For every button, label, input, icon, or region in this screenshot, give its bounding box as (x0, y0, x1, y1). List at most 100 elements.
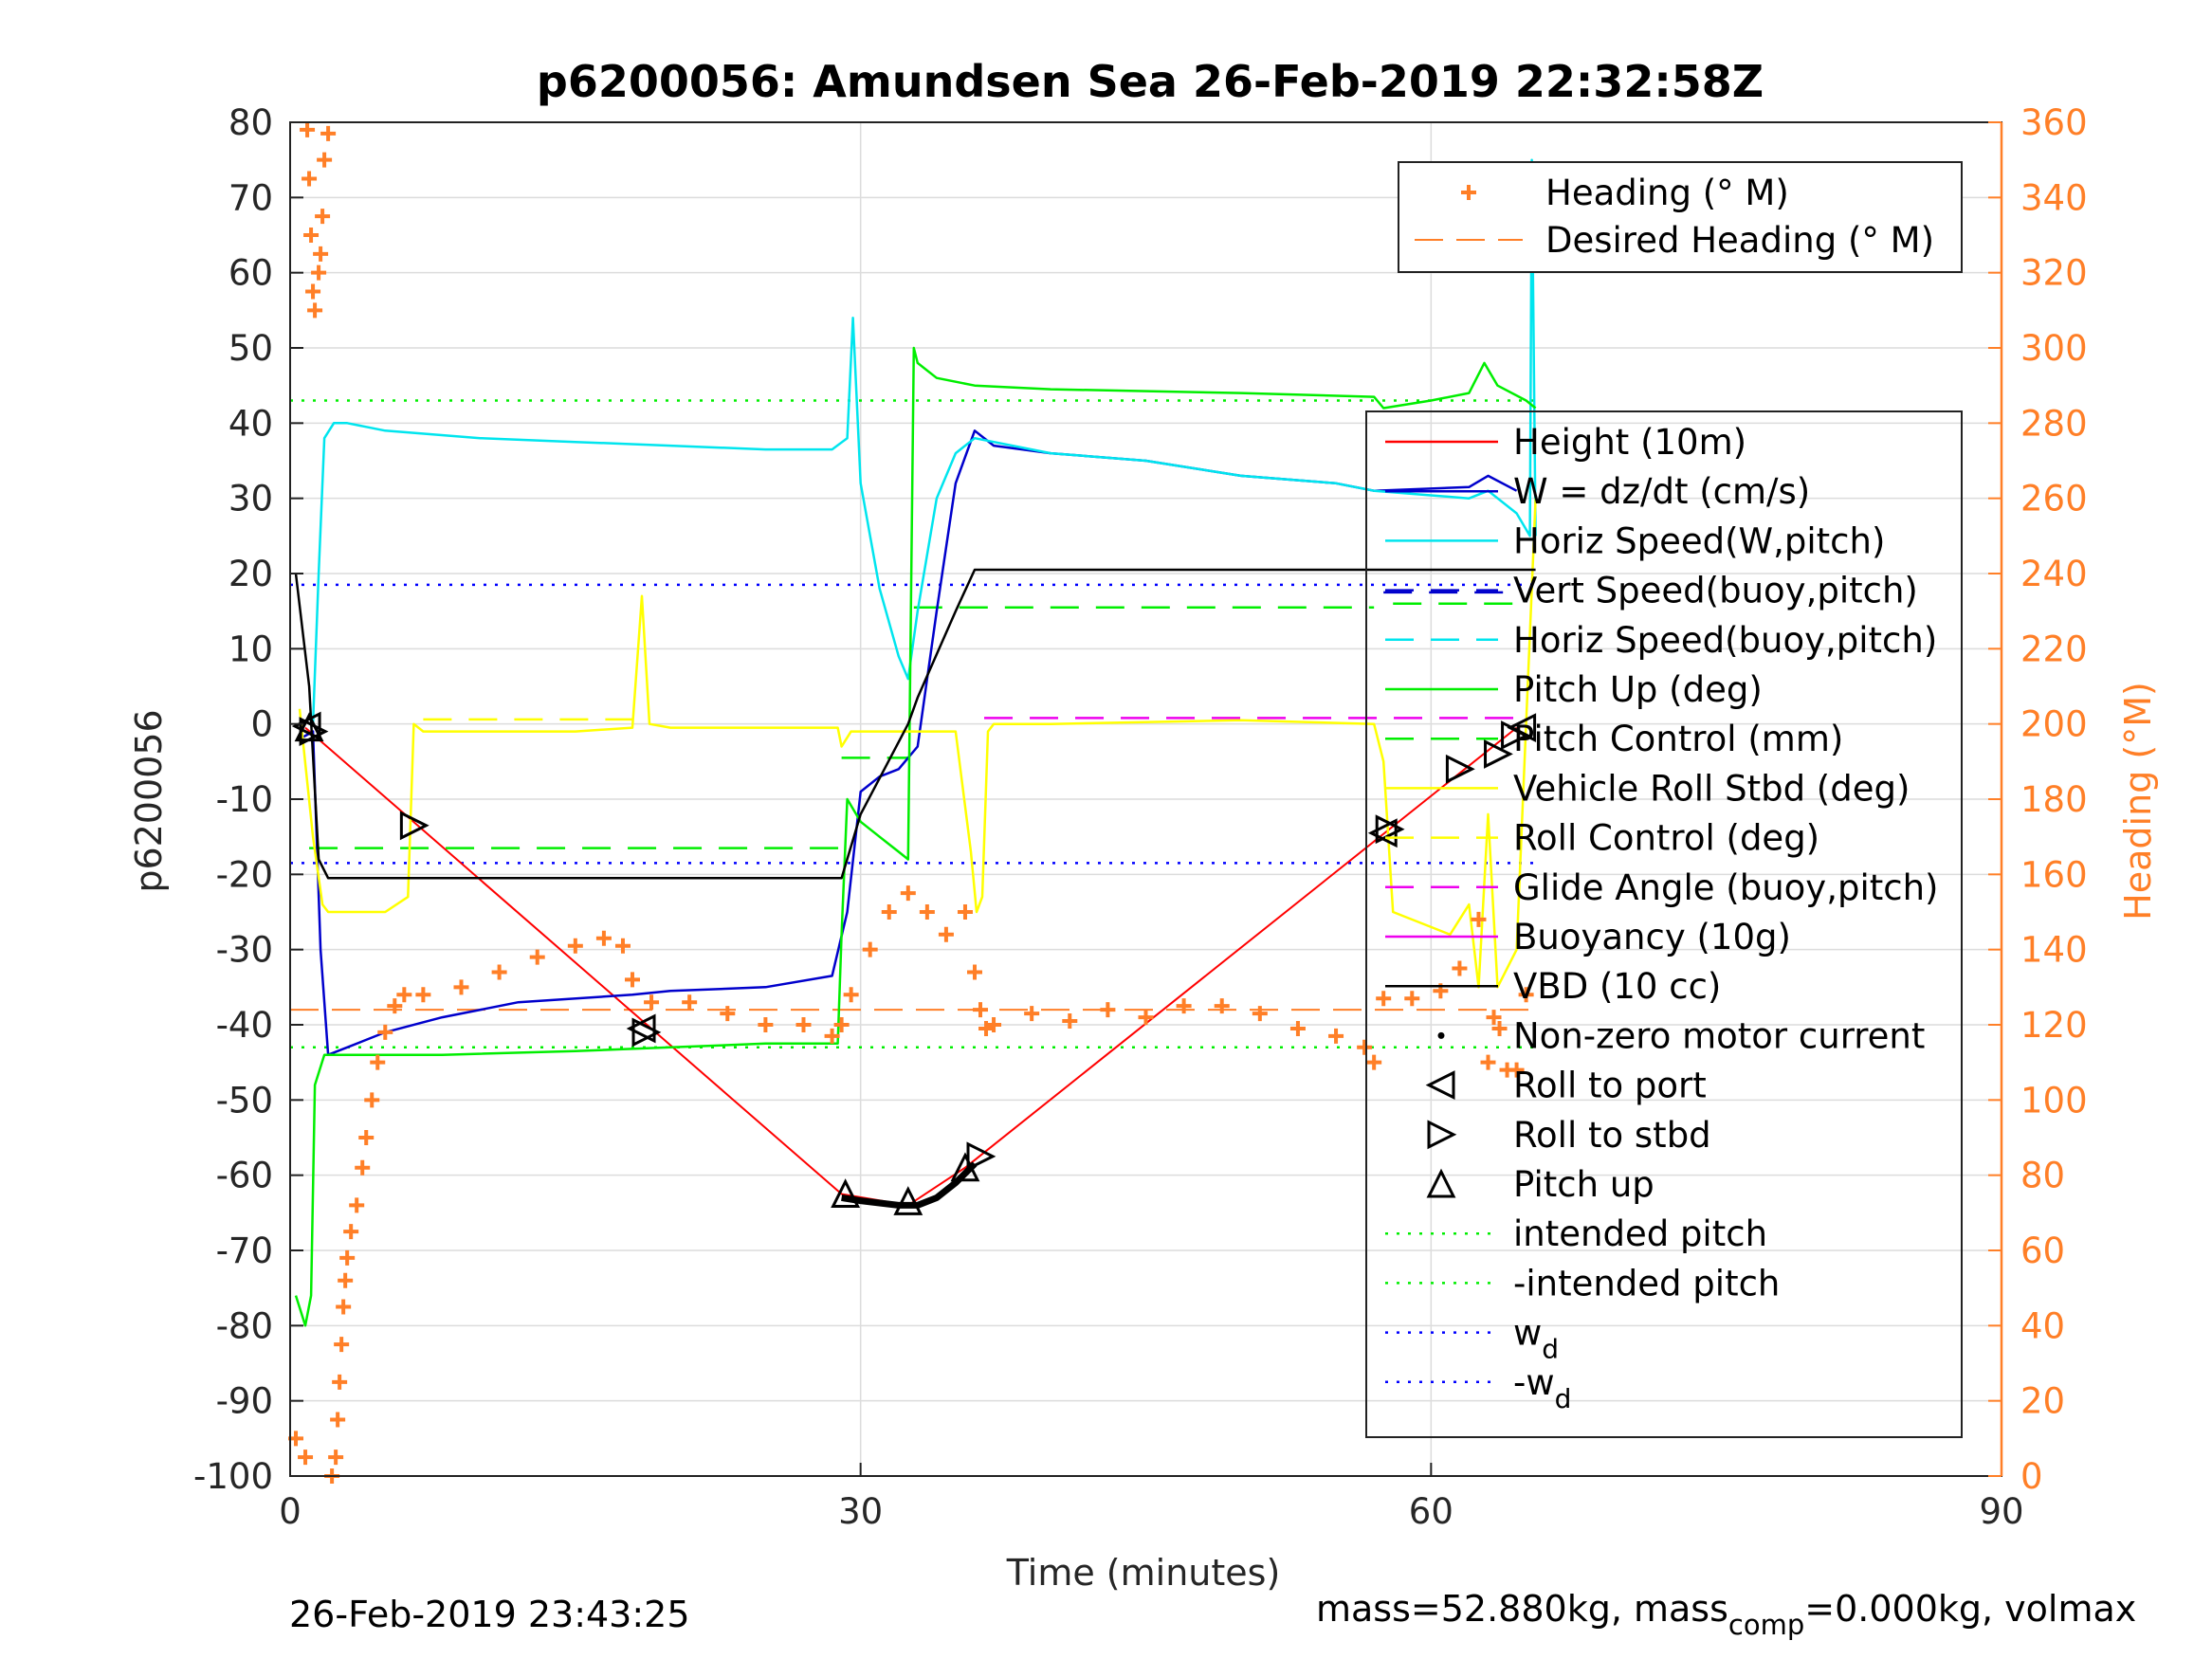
y-tick-label: 10 (229, 629, 273, 669)
heading-point (1471, 911, 1487, 927)
heading-point (881, 904, 897, 920)
heading-point (336, 1299, 352, 1315)
horiz_speed-line (311, 158, 1537, 724)
heading-point (298, 1449, 314, 1466)
heading-point (343, 1224, 359, 1240)
y2-tick-label: 80 (2020, 1156, 2065, 1196)
heading-point (567, 938, 583, 954)
chart-title: p6200056: Amundsen Sea 26-Feb-2019 22:32… (537, 56, 1764, 107)
heading-point (317, 152, 333, 168)
heading-point (758, 1017, 774, 1032)
roll-to-stbd-marker (966, 1141, 996, 1172)
heading-point (302, 171, 318, 187)
heading-point (307, 302, 323, 319)
y-tick-label: -30 (216, 930, 273, 971)
y2-tick-label: 280 (2020, 403, 2088, 444)
legend-label: W = dz/dt (cm/s) (1513, 471, 1810, 512)
y2-tick-label: 340 (2020, 177, 2088, 218)
legend-label: Roll to port (1513, 1066, 1707, 1106)
heading-point (529, 949, 545, 965)
y-tick-label: -50 (216, 1080, 273, 1121)
y2-tick-label: 360 (2020, 102, 2088, 143)
y2-axis-label: Heading (°M) (2117, 682, 2159, 921)
y-tick-label: -10 (216, 779, 273, 820)
pitch-up-marker (893, 1186, 923, 1215)
legend-label: Horiz Speed(buoy,pitch) (1513, 620, 1937, 661)
y2-tick-label: 120 (2020, 1005, 2088, 1046)
y2-tick-label: 20 (2020, 1381, 2065, 1422)
y-tick-label: 30 (229, 479, 273, 520)
heading-point (682, 994, 698, 1011)
heading-point (1404, 991, 1420, 1007)
legend-label: intended pitch (1513, 1213, 1767, 1254)
heading-point (313, 246, 329, 262)
legend-label: Roll to stbd (1513, 1115, 1711, 1156)
heading-point (1480, 1054, 1496, 1070)
heading-point (644, 994, 660, 1011)
legend-label: Glide Angle (buoy,pitch) (1513, 867, 1938, 908)
legend-label: -intended pitch (1513, 1263, 1780, 1304)
heading-point (1100, 1002, 1116, 1018)
y2-tick-label: 240 (2020, 554, 2088, 594)
heading-point (843, 987, 859, 1003)
heading-point (330, 1412, 346, 1428)
heading-point (595, 930, 612, 946)
y-tick-label: 20 (229, 554, 273, 594)
y2-tick-label: 300 (2020, 328, 2088, 369)
legend-icon (1427, 1120, 1457, 1150)
y-axis-label: p6200056 (128, 709, 170, 892)
heading-point (1214, 998, 1230, 1014)
legend-heading-icon (1461, 185, 1476, 200)
heading-point (315, 209, 331, 225)
heading-point (328, 1449, 344, 1466)
heading-point (986, 1017, 1002, 1032)
roll-to-stbd-marker (631, 1017, 662, 1048)
roll-to-stbd-marker (1445, 754, 1475, 784)
heading-point (1376, 991, 1392, 1007)
legend-icon (1437, 1031, 1445, 1039)
heading-point (358, 1130, 375, 1145)
y-tick-label: 40 (229, 403, 273, 444)
legend-label: Pitch up (1513, 1164, 1654, 1205)
heading-point (720, 1006, 736, 1022)
heading-point (1452, 960, 1468, 976)
y2-tick-label: 100 (2020, 1080, 2088, 1121)
heading-point (1486, 1010, 1502, 1026)
heading-point (1252, 1006, 1268, 1022)
pitch-line (294, 346, 1537, 1327)
data-series (288, 121, 1537, 1484)
x-tick-label: 90 (1979, 1491, 2023, 1532)
x-tick-label: 0 (279, 1491, 302, 1532)
heading-point (415, 987, 431, 1003)
pitch-up-marker (831, 1178, 861, 1208)
heading-point (377, 1024, 393, 1040)
heading-point (1518, 987, 1534, 1003)
heading-point (300, 121, 316, 137)
heading-point (355, 1159, 371, 1176)
y2-tick-label: 60 (2020, 1231, 2065, 1271)
heading-point (334, 1337, 350, 1353)
y2-tick-label: 220 (2020, 629, 2088, 669)
heading-point (833, 1017, 850, 1032)
heading-point (938, 926, 954, 942)
footer-timestamp: 26-Feb-2019 23:43:25 (289, 1594, 690, 1635)
y2-tick-label: 160 (2020, 854, 2088, 895)
heading-point (1138, 1010, 1154, 1026)
heading-point (862, 941, 878, 957)
y2-tick-label: 200 (2020, 704, 2088, 745)
legend-label: Non-zero motor current (1513, 1015, 1925, 1056)
y-tick-label: 70 (229, 177, 273, 218)
y-axis-left: 80 70 60 50 40 30 20 10 0 -10 -20 -30 -40 -50 -60 -70 -8… (193, 102, 303, 1497)
legend-top-label: Desired Heading (° M) (1545, 220, 1934, 261)
heading-point (1366, 1054, 1382, 1070)
roll-line (298, 498, 1537, 989)
heading-point (364, 1092, 380, 1108)
y2-tick-label: 260 (2020, 479, 2088, 520)
legend-main: Height (10m) W = dz/dt (cm/s) Horiz Speed(… (1365, 410, 1963, 1438)
y-tick-label: 60 (229, 253, 273, 294)
roll-to-stbd-marker (1375, 814, 1405, 845)
pitch-up-marker (294, 712, 324, 742)
heading-point (338, 1272, 354, 1288)
vbd-line (294, 568, 1536, 880)
